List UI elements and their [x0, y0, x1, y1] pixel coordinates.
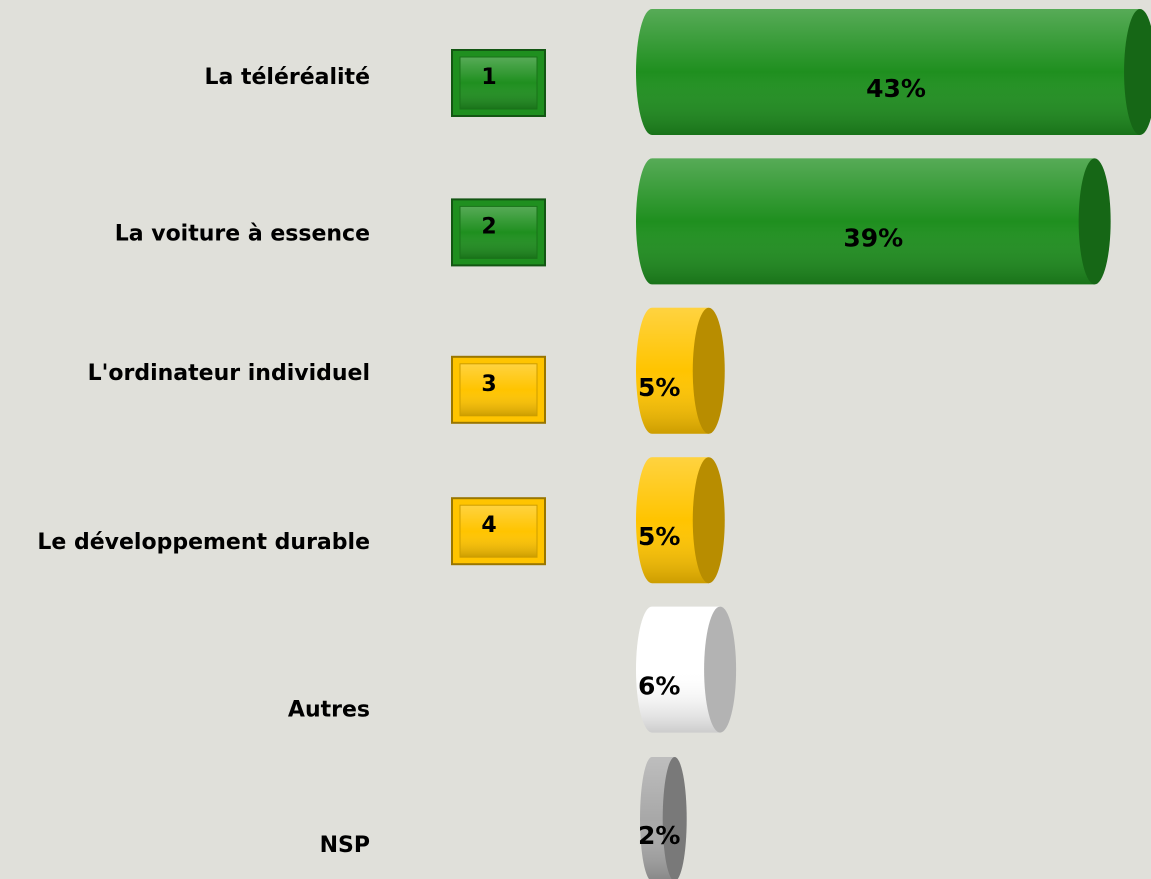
rank-badge-inner	[459, 205, 538, 259]
bar	[636, 606, 737, 733]
category-label: La téléréalité	[204, 65, 370, 90]
category-label: NSP	[320, 833, 370, 858]
rank-label: 1	[481, 65, 496, 90]
rank-badge-inner	[459, 56, 538, 110]
value-label: 5%	[638, 373, 680, 402]
bar	[636, 158, 1111, 285]
rank-label: 3	[481, 372, 496, 397]
category-label: Le développement durable	[37, 530, 370, 555]
value-label: 2%	[638, 821, 680, 850]
rank-badge-inner	[459, 504, 538, 558]
bar	[636, 457, 725, 584]
value-label: 39%	[843, 223, 903, 252]
category-label: Autres	[288, 698, 370, 723]
bar	[636, 9, 1151, 135]
value-label: 5%	[638, 522, 680, 551]
value-label: 43%	[866, 74, 926, 103]
bar	[640, 757, 687, 879]
rank-badge-inner	[459, 363, 538, 417]
category-label: La voiture à essence	[115, 221, 370, 246]
rank-label: 4	[481, 513, 496, 538]
rank-label: 2	[481, 214, 496, 239]
value-label: 6%	[638, 672, 680, 701]
category-label: L'ordinateur individuel	[88, 361, 370, 386]
bar	[636, 307, 725, 434]
